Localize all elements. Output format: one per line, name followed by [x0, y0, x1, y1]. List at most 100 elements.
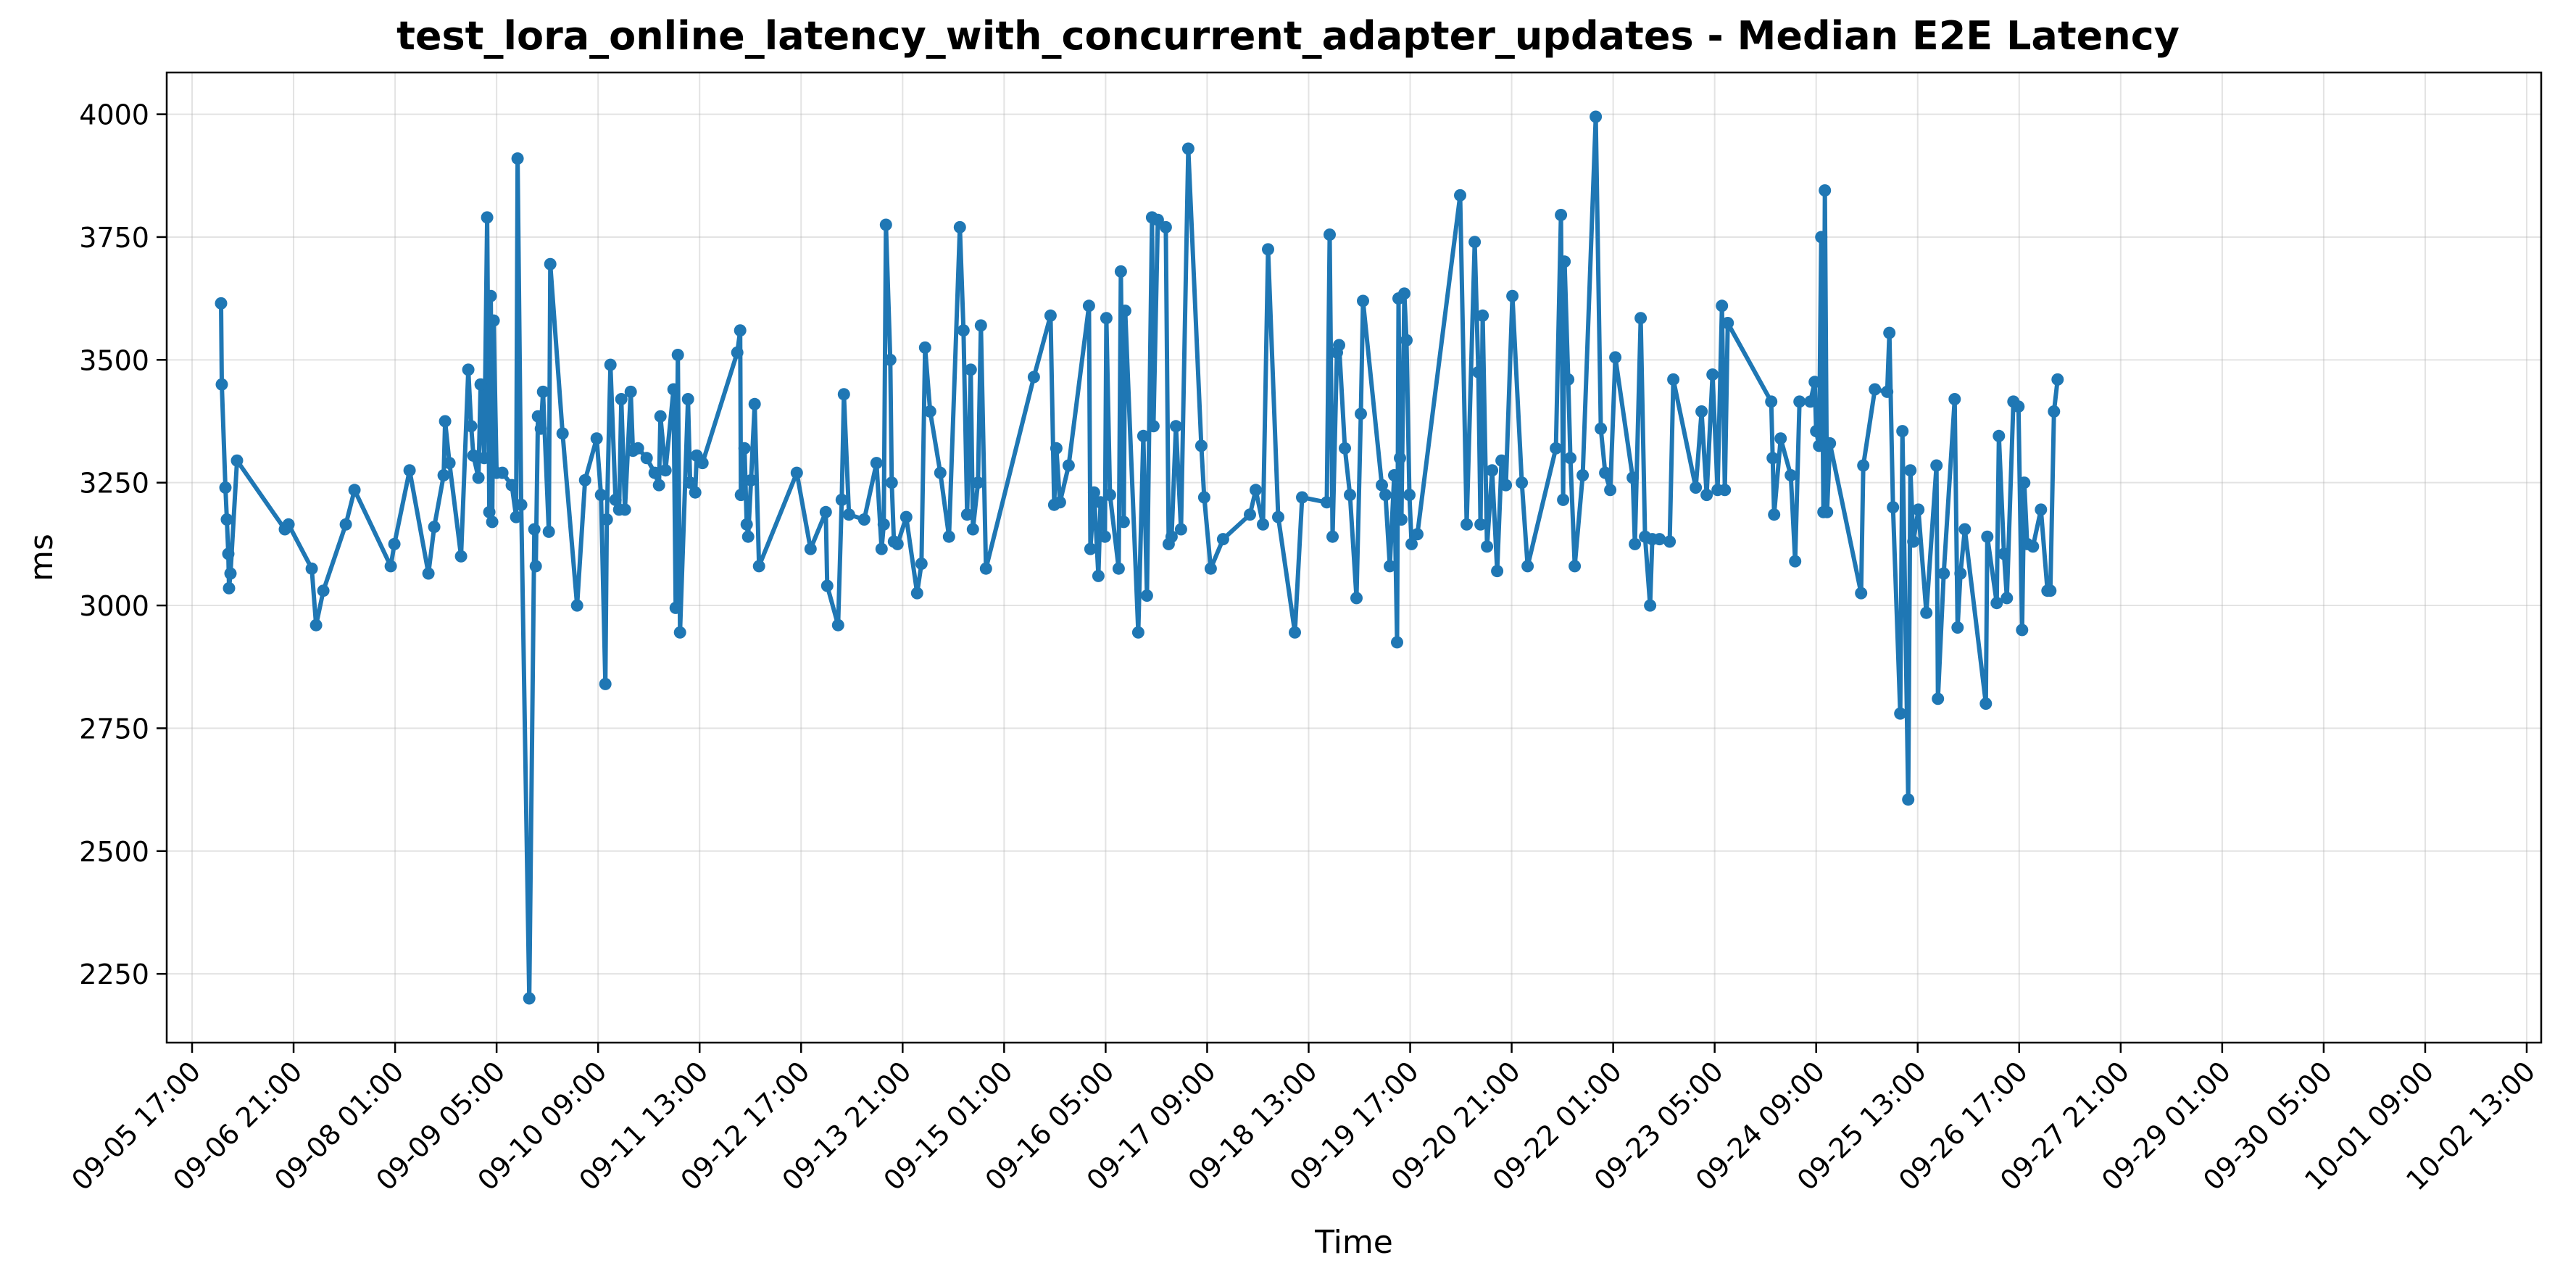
data-point — [1766, 452, 1779, 465]
data-point — [1391, 636, 1403, 649]
data-point — [1765, 395, 1778, 408]
data-point — [1595, 422, 1608, 435]
data-point — [528, 523, 541, 536]
y-tick-label: 3000 — [79, 590, 149, 622]
data-point — [624, 385, 637, 398]
data-point — [752, 560, 765, 573]
data-point — [1411, 528, 1424, 541]
data-point — [899, 510, 913, 523]
data-point — [1958, 523, 1972, 536]
data-point — [1784, 469, 1798, 481]
data-point — [1896, 425, 1909, 438]
data-point — [966, 523, 979, 536]
data-point — [1634, 312, 1648, 325]
data-point — [1398, 287, 1410, 300]
data-point — [1289, 626, 1301, 639]
data-point — [1990, 597, 2003, 610]
data-point — [1321, 496, 1333, 509]
data-point — [534, 422, 547, 435]
data-point — [1357, 294, 1369, 307]
data-point — [1044, 309, 1057, 322]
data-point — [1087, 486, 1100, 499]
data-point — [1405, 537, 1418, 550]
data-point — [1339, 442, 1351, 455]
data-point — [640, 452, 653, 465]
data-point — [515, 498, 528, 511]
data-point — [934, 466, 947, 479]
data-point — [1084, 542, 1097, 555]
data-point — [1272, 510, 1284, 523]
data-point — [1117, 516, 1130, 529]
data-point — [309, 618, 323, 632]
data-point — [388, 537, 401, 550]
data-point — [2016, 624, 2029, 637]
series-median-e2e-latency — [215, 110, 2064, 1005]
data-point — [1197, 491, 1210, 504]
data-point — [731, 346, 744, 359]
data-point — [474, 378, 487, 391]
data-point — [437, 469, 450, 481]
data-point — [472, 471, 485, 484]
data-point — [1626, 471, 1640, 484]
data-point — [689, 486, 702, 499]
data-point — [481, 211, 494, 224]
data-point — [615, 393, 628, 405]
data-point — [741, 530, 755, 543]
data-point — [1194, 439, 1208, 452]
data-point — [604, 358, 617, 371]
data-point — [1557, 493, 1570, 506]
data-point — [570, 599, 583, 612]
data-point — [1663, 535, 1677, 548]
data-point — [744, 473, 757, 487]
data-point — [1932, 692, 1945, 705]
data-point — [511, 152, 524, 165]
data-point — [215, 297, 228, 310]
data-point — [1887, 501, 1900, 514]
data-point — [215, 378, 228, 391]
data-point — [219, 481, 232, 494]
data-point — [467, 449, 480, 462]
data-point — [1027, 371, 1040, 384]
data-point — [618, 503, 631, 516]
data-point — [1981, 530, 1994, 543]
data-point — [740, 518, 753, 531]
data-point — [837, 388, 850, 401]
data-point — [1454, 189, 1466, 202]
data-point — [1169, 420, 1182, 433]
data-point — [1461, 518, 1473, 531]
data-point — [1810, 425, 1823, 438]
data-point — [1815, 231, 1828, 244]
data-point — [1813, 439, 1826, 452]
data-point — [734, 489, 747, 502]
data-point — [1599, 466, 1612, 479]
data-point — [857, 513, 871, 526]
data-point — [1937, 567, 1950, 580]
data-point — [1324, 228, 1336, 241]
data-point — [523, 992, 536, 1005]
data-point — [1486, 464, 1499, 477]
data-point — [790, 466, 803, 479]
data-point — [979, 562, 992, 575]
y-tick-label: 4000 — [79, 99, 149, 131]
data-point — [600, 513, 613, 526]
data-point — [487, 314, 500, 327]
data-point — [681, 393, 694, 405]
data-point — [1569, 560, 1582, 573]
data-point — [2000, 592, 2014, 605]
data-point — [2018, 476, 2031, 489]
data-point — [1667, 373, 1680, 386]
data-point — [667, 383, 680, 396]
data-point — [1137, 429, 1150, 442]
x-axis-label: Time — [1314, 1224, 1393, 1261]
data-point — [1379, 489, 1392, 502]
data-point — [1395, 513, 1408, 526]
y-tick-label: 2250 — [79, 959, 149, 990]
data-point — [671, 349, 684, 361]
data-point — [842, 508, 855, 521]
data-point — [1516, 476, 1529, 489]
data-point — [505, 479, 518, 492]
data-point — [1930, 459, 1943, 472]
data-point — [684, 476, 697, 489]
data-point — [1706, 368, 1719, 381]
data-point — [738, 442, 751, 455]
